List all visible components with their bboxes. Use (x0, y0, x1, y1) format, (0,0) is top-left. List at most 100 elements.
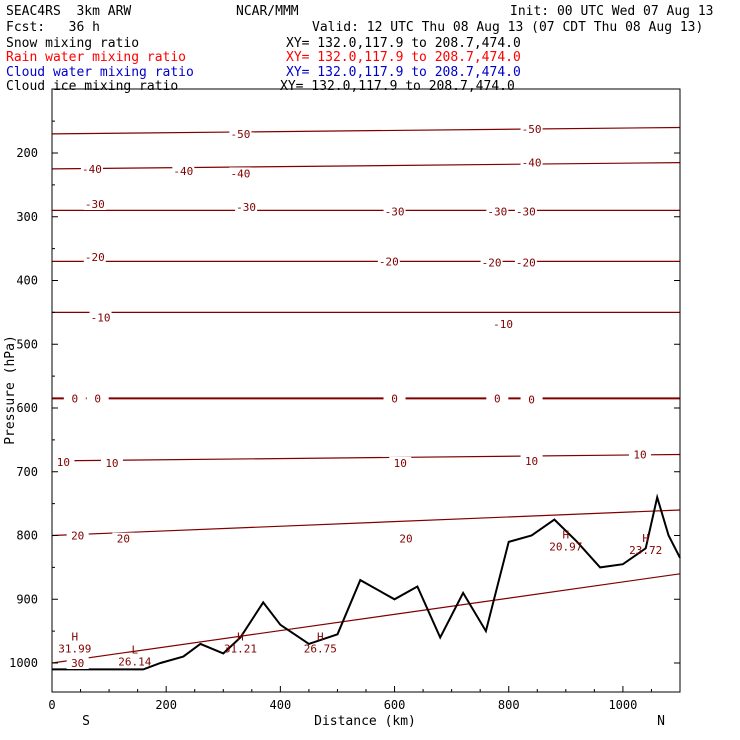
isotherm-20 (51, 509, 681, 537)
contour-label: 0 (528, 394, 535, 407)
contour-label: 0 (494, 392, 501, 405)
terrain-line (52, 493, 681, 671)
contour-label-bg (66, 529, 89, 542)
contour-label: 10 (105, 457, 118, 470)
valid-time: Valid: 12 UTC Thu 08 Aug 13 (07 CDT Thu … (312, 20, 704, 35)
plot-frame (51, 88, 681, 693)
isotherm-10 (51, 453, 681, 462)
contour-label-bg (520, 393, 543, 406)
contour-label: -30 (487, 206, 507, 219)
contour-label: -20 (516, 257, 536, 270)
contour-label: 0 (391, 392, 398, 405)
x-axis: 0 200 400 600 800 1000 (48, 686, 681, 712)
y-tick-label: 400 (16, 274, 38, 288)
contour-label-bg (66, 657, 89, 669)
field-rain-name: Rain water mixing ratio (6, 50, 187, 65)
extremum-value: 26.14 (118, 655, 151, 668)
contour-label-bg (229, 167, 252, 180)
contour-label-bg (229, 127, 252, 140)
extremum-value: 26.75 (304, 643, 337, 656)
contour-label: 20 (117, 533, 130, 546)
isotherm-minus40 (51, 162, 681, 170)
y-tick-label: 300 (16, 210, 38, 224)
section-start-label: S (82, 714, 90, 729)
init-time: Init: 00 UTC Wed 07 Aug 13 (510, 4, 714, 19)
contour-label-bg (486, 392, 509, 405)
contour-label: 0 (94, 392, 101, 405)
contour-label: -40 (82, 163, 102, 176)
model-title: SEAC4RS 3km ARW (6, 4, 132, 19)
contour-label-bg (80, 162, 103, 175)
extremum-high-marker: H (642, 532, 649, 545)
extremum-high-marker: H (72, 631, 79, 644)
y-tick-label: 800 (16, 529, 38, 543)
org-label: NCAR/MMM (236, 4, 299, 19)
y-axis-label: Pressure (hPa) (3, 335, 18, 445)
contour-label-bg (86, 392, 109, 405)
field-rain-xy: XY= 132.0,117.9 to 208.7,474.0 (286, 50, 521, 65)
y-tick-label: 200 (16, 146, 38, 160)
extremum-value: 31.99 (58, 643, 91, 656)
contour-label: -30 (236, 201, 256, 214)
contour-label-bg (235, 201, 258, 214)
contour-label: 30 (71, 657, 84, 670)
x-tick-label: 400 (270, 698, 292, 712)
extremum-low-marker: L (131, 643, 138, 656)
contour-label: -10 (493, 318, 513, 331)
contour-label-bg (520, 122, 543, 135)
field-cloud-water-name: Cloud water mixing ratio (6, 65, 194, 80)
extremum-value: 31.21 (224, 643, 257, 656)
isotherm-minus50 (51, 126, 681, 135)
contour-label-bg (480, 256, 503, 269)
x-tick-label: 200 (155, 698, 177, 712)
contour-label-bg (63, 392, 86, 405)
x-axis-label: Distance (km) (314, 714, 416, 729)
contour-label: 0 (72, 392, 79, 405)
contour-label-bg (514, 256, 537, 269)
contour-label-bg (520, 454, 543, 467)
contour-label-bg (100, 456, 123, 469)
contour-label-bg (383, 392, 406, 405)
contour-label: 10 (633, 449, 646, 462)
contour-label: -20 (482, 257, 502, 270)
contour-label: 20 (399, 533, 412, 546)
contour-label-bg (112, 532, 135, 545)
field-snow-xy: XY= 132.0,117.9 to 208.7,474.0 (286, 36, 521, 51)
isotherm-contours (51, 126, 681, 664)
contour-label-bg (629, 448, 652, 461)
field-cloud-ice-name: Cloud ice mixing ratio (6, 79, 179, 94)
contour-label-bg (389, 456, 412, 469)
field-cloud-water-xy: XY= 132.0,117.9 to 208.7,474.0 (286, 65, 521, 80)
extremum-high-marker: H (237, 631, 244, 644)
field-snow-name: Snow mixing ratio (6, 36, 140, 51)
terrain-profile (52, 493, 681, 671)
x-tick-label: 800 (498, 698, 520, 712)
extremum-high-marker: H (563, 529, 570, 542)
contour-label: -30 (516, 206, 536, 219)
contour-label: -30 (85, 198, 105, 211)
field-cloud-ice-xy: XY= 132.0,117.9 to 208.7,474.0 (280, 79, 515, 94)
x-tick-label: 0 (48, 698, 55, 712)
contour-label: -30 (385, 206, 405, 219)
y-tick-label: 1000 (9, 656, 38, 670)
contour-label: -40 (230, 167, 250, 180)
contour-label-bg (394, 532, 417, 545)
contour-labels: -50 -50 -40 -40 -40 -40 -30 -30 -30 -30 -30 -20 -20 -… (52, 122, 652, 670)
contour-label-bg (492, 317, 515, 330)
contour-label: -40 (522, 157, 542, 170)
contour-label-bg (83, 250, 106, 263)
contour-label-bg (377, 255, 400, 268)
contour-label-bg (383, 205, 406, 218)
contour-label-bg (89, 311, 112, 324)
contour-label: -20 (379, 255, 399, 268)
section-end-label: N (657, 714, 665, 729)
extremum-high-marker: H (317, 631, 324, 644)
contour-label: -50 (522, 123, 542, 136)
x-tick-label: 1000 (608, 698, 637, 712)
contour-label: 20 (71, 530, 84, 543)
contour-label-bg (83, 198, 106, 210)
contour-label: 10 (57, 456, 70, 469)
